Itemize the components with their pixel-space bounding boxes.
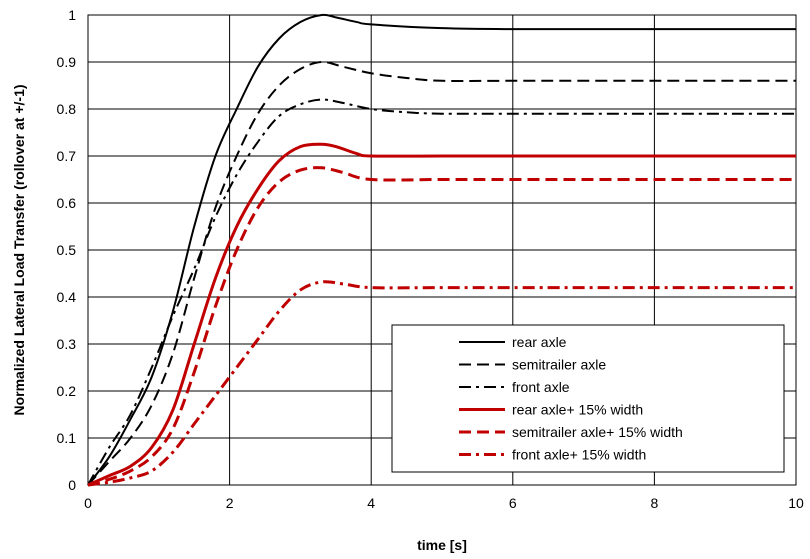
y-axis-title: Normalized Lateral Load Transfer (rollov… — [11, 84, 27, 415]
y-tick-label: 0.2 — [57, 383, 77, 399]
x-tick-label: 2 — [226, 495, 234, 511]
series-line-4 — [87, 142, 796, 487]
x-tick-label: 6 — [509, 495, 517, 511]
legend-box — [391, 324, 785, 473]
x-tick-label: 0 — [84, 495, 92, 511]
legend-label-4: rear axle+ 15% width — [512, 402, 643, 418]
plot-area-border — [87, 14, 797, 486]
y-tick-label: 0.4 — [57, 289, 77, 305]
legend-label-3: front axle — [512, 379, 570, 395]
y-tick-label: 1 — [68, 7, 76, 23]
series-line-3 — [87, 98, 796, 486]
y-tick-label: 0.3 — [57, 336, 77, 352]
legend-label-5: semitrailer axle+ 15% width — [512, 424, 683, 440]
x-tick-label: 8 — [651, 495, 659, 511]
legend-label-6: front axle+ 15% width — [512, 447, 646, 463]
series-line-6 — [87, 280, 796, 487]
y-tick-label: 0.7 — [57, 148, 77, 164]
legend-label-1: rear axle — [512, 334, 567, 350]
y-tick-label: 0.8 — [57, 101, 77, 117]
x-tick-label: 10 — [788, 495, 804, 511]
y-tick-label: 0.9 — [57, 54, 77, 70]
x-tick-label: 4 — [367, 495, 375, 511]
x-axis-title: time [s] — [417, 537, 467, 553]
y-tick-label: 0.5 — [57, 242, 77, 258]
y-tick-label: 0 — [68, 477, 76, 493]
series-line-1 — [87, 13, 796, 486]
legend-label-2: semitrailer axle — [512, 357, 606, 373]
legend: rear axle semitrailer axle front axle rear … — [391, 324, 785, 473]
series-line-2 — [87, 60, 796, 486]
y-tick-label: 0.1 — [57, 430, 77, 446]
y-tick-label: 0.6 — [57, 195, 77, 211]
series-line-5 — [87, 166, 796, 487]
